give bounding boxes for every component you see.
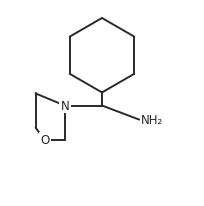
- Text: O: O: [40, 133, 49, 146]
- Text: NH₂: NH₂: [141, 114, 163, 126]
- Text: N: N: [60, 99, 69, 112]
